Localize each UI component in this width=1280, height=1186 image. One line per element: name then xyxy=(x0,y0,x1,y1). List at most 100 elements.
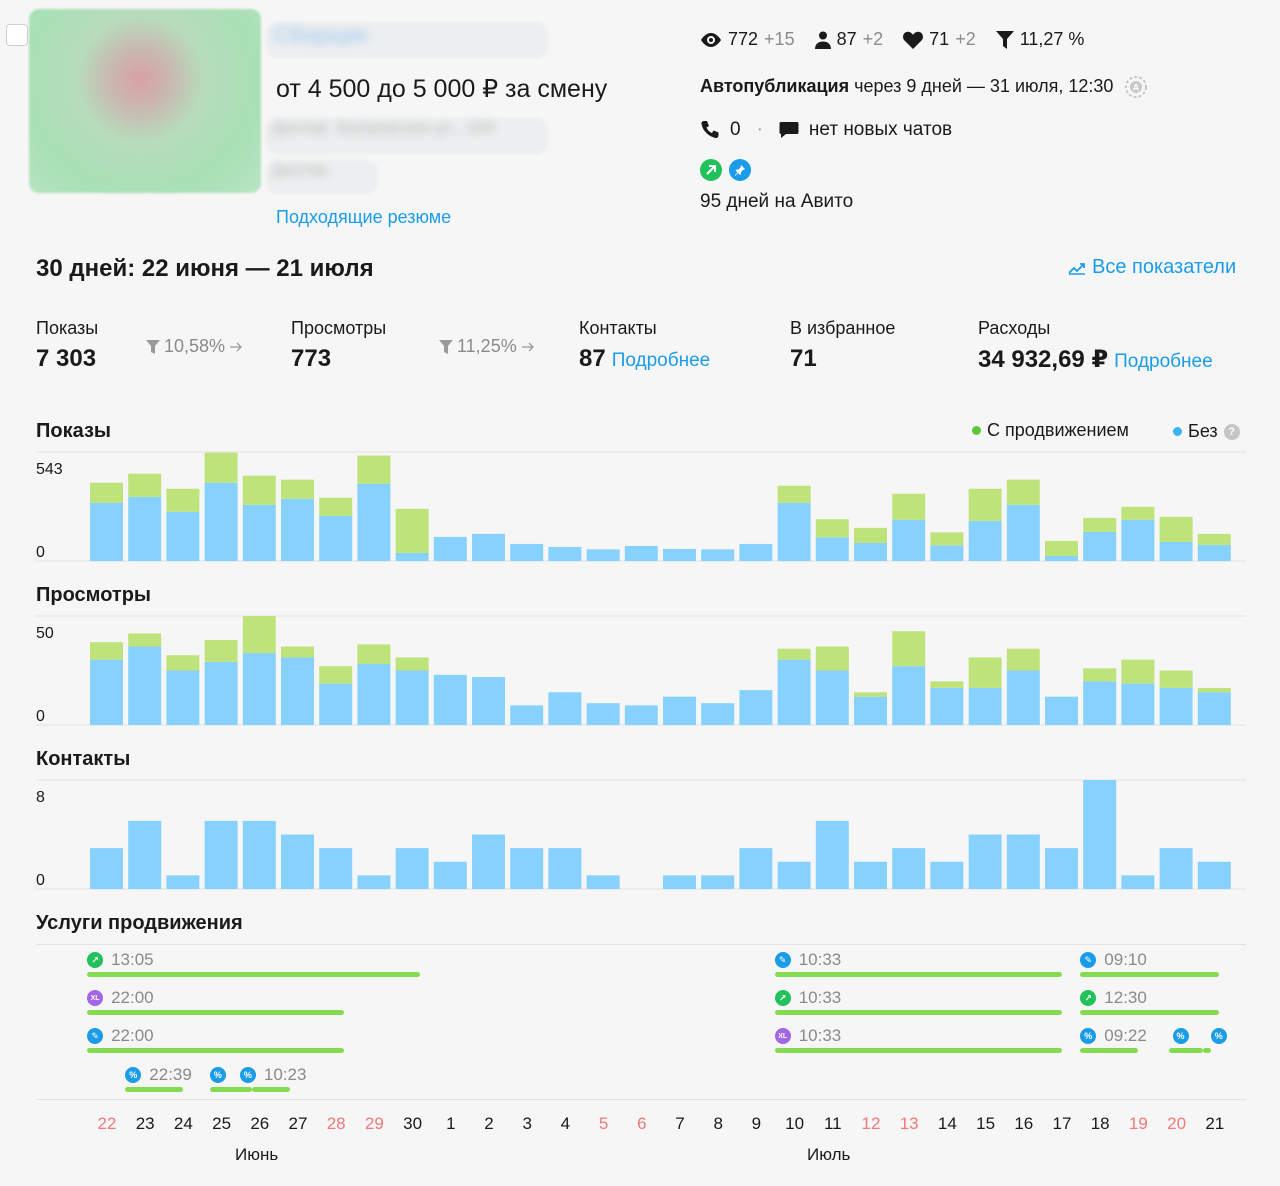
bar-segment-base[interactable] xyxy=(472,533,505,561)
bar-segment-promo[interactable] xyxy=(242,475,276,505)
pin-icon[interactable] xyxy=(729,159,751,181)
bar-segment-base[interactable] xyxy=(548,692,582,725)
promo-duration-bar[interactable] xyxy=(1080,1010,1219,1015)
bar-segment-base[interactable] xyxy=(1159,541,1193,561)
bar-segment-base[interactable] xyxy=(319,683,353,725)
bar-segment-base[interactable] xyxy=(930,687,964,725)
bar-segment-promo[interactable] xyxy=(128,633,162,647)
bar-segment-promo[interactable] xyxy=(395,508,429,553)
promo-duration-bar[interactable] xyxy=(87,1048,344,1053)
bar-segment-base[interactable] xyxy=(395,552,429,561)
bar-segment-base[interactable] xyxy=(854,542,887,561)
boost-arrow-icon[interactable] xyxy=(700,159,722,181)
bar-segment-base[interactable] xyxy=(510,543,544,561)
boost-icon[interactable]: ↗ xyxy=(1080,990,1097,1006)
bar-segment-base[interactable] xyxy=(204,661,238,725)
bar-segment-base[interactable] xyxy=(1045,848,1078,889)
bar-segment-promo[interactable] xyxy=(854,692,887,697)
bar-segment-base[interactable] xyxy=(1197,692,1231,725)
bar-segment-promo[interactable] xyxy=(777,648,811,660)
bar-segment-promo[interactable] xyxy=(128,473,162,497)
bar-segment-base[interactable] xyxy=(892,519,926,561)
promo-duration-bar[interactable] xyxy=(774,972,1063,977)
bar-segment-promo[interactable] xyxy=(281,646,314,658)
bar-segment-base[interactable] xyxy=(739,543,773,561)
bar-segment-base[interactable] xyxy=(1121,519,1155,561)
bar-segment-promo[interactable] xyxy=(242,616,276,654)
bar-segment-promo[interactable] xyxy=(892,631,926,667)
bar-segment-base[interactable] xyxy=(166,875,200,889)
bar-segment-base[interactable] xyxy=(1006,834,1040,890)
promo-duration-bar[interactable] xyxy=(209,1087,252,1092)
bar-segment-base[interactable] xyxy=(624,545,658,561)
discount-icon[interactable]: % xyxy=(125,1067,142,1083)
bar-segment-base[interactable] xyxy=(663,548,696,561)
bar-segment-base[interactable] xyxy=(281,834,314,890)
bar-segment-base[interactable] xyxy=(166,511,200,561)
bar-segment-base[interactable] xyxy=(968,834,1002,890)
bar-segment-base[interactable] xyxy=(395,848,429,889)
listing-title-blurred[interactable]: Сборщик xyxy=(266,22,548,58)
discount-icon[interactable]: % xyxy=(209,1067,226,1083)
promo-duration-bar[interactable] xyxy=(774,1010,1063,1015)
bar-segment-promo[interactable] xyxy=(1121,659,1155,684)
bar-segment-promo[interactable] xyxy=(357,455,391,484)
bar-segment-base[interactable] xyxy=(90,848,123,889)
select-checkbox[interactable] xyxy=(6,24,28,46)
bar-segment-base[interactable] xyxy=(433,674,467,725)
bar-segment-base[interactable] xyxy=(433,536,467,561)
bar-segment-base[interactable] xyxy=(624,705,658,725)
bar-segment-promo[interactable] xyxy=(1159,670,1193,688)
promo-duration-bar[interactable] xyxy=(251,1087,291,1092)
bar-segment-base[interactable] xyxy=(854,696,887,725)
bar-segment-promo[interactable] xyxy=(1083,668,1117,682)
bar-segment-base[interactable] xyxy=(357,483,391,561)
bar-segment-promo[interactable] xyxy=(395,657,429,671)
bar-segment-base[interactable] xyxy=(204,482,238,561)
bar-segment-base[interactable] xyxy=(242,504,276,561)
bar-segment-base[interactable] xyxy=(701,875,735,889)
pin-icon[interactable]: ✎ xyxy=(87,1028,104,1044)
bar-segment-base[interactable] xyxy=(510,848,544,889)
bar-segment-promo[interactable] xyxy=(166,655,200,671)
bar-segment-promo[interactable] xyxy=(968,488,1002,521)
listing-title[interactable]: Сборщик xyxy=(274,22,367,47)
discount-icon[interactable]: % xyxy=(1080,1028,1097,1044)
bar-segment-base[interactable] xyxy=(166,670,200,726)
bar-segment-base[interactable] xyxy=(510,705,544,725)
bar-segment-base[interactable] xyxy=(968,520,1002,561)
bar-segment-promo[interactable] xyxy=(892,493,926,520)
bar-segment-base[interactable] xyxy=(854,861,887,889)
bar-segment-base[interactable] xyxy=(663,696,696,725)
bar-segment-base[interactable] xyxy=(1006,504,1040,561)
expenses-details-link[interactable]: Подробнее xyxy=(1114,351,1213,372)
bar-segment-base[interactable] xyxy=(472,834,505,890)
bar-segment-base[interactable] xyxy=(777,502,811,561)
bar-segment-promo[interactable] xyxy=(1121,506,1155,520)
bar-segment-promo[interactable] xyxy=(1083,517,1117,532)
bar-segment-promo[interactable] xyxy=(777,485,811,503)
bar-segment-base[interactable] xyxy=(930,545,964,561)
bar-segment-base[interactable] xyxy=(548,546,582,561)
autopub-settings-icon[interactable]: A xyxy=(1124,75,1148,99)
bar-segment-promo[interactable] xyxy=(815,519,849,538)
bar-segment-base[interactable] xyxy=(472,677,505,725)
bar-segment-base[interactable] xyxy=(968,687,1002,725)
bar-segment-base[interactable] xyxy=(548,848,582,889)
bar-segment-base[interactable] xyxy=(1083,780,1117,889)
bar-segment-promo[interactable] xyxy=(319,666,353,684)
bar-segment-base[interactable] xyxy=(1121,875,1155,889)
bar-segment-base[interactable] xyxy=(1006,670,1040,726)
bar-segment-promo[interactable] xyxy=(854,527,887,543)
bar-segment-base[interactable] xyxy=(319,515,353,561)
bar-segment-base[interactable] xyxy=(892,848,926,889)
promo-duration-bar[interactable] xyxy=(87,1010,344,1015)
bar-segment-promo[interactable] xyxy=(319,497,353,516)
bar-segment-base[interactable] xyxy=(586,703,620,725)
bar-segment-promo[interactable] xyxy=(1197,687,1231,693)
bar-segment-base[interactable] xyxy=(739,690,773,725)
all-metrics-link[interactable]: Все показатели xyxy=(1068,256,1236,279)
discount-icon[interactable]: % xyxy=(1210,1028,1227,1044)
bar-segment-base[interactable] xyxy=(586,549,620,561)
bar-segment-base[interactable] xyxy=(357,663,391,725)
